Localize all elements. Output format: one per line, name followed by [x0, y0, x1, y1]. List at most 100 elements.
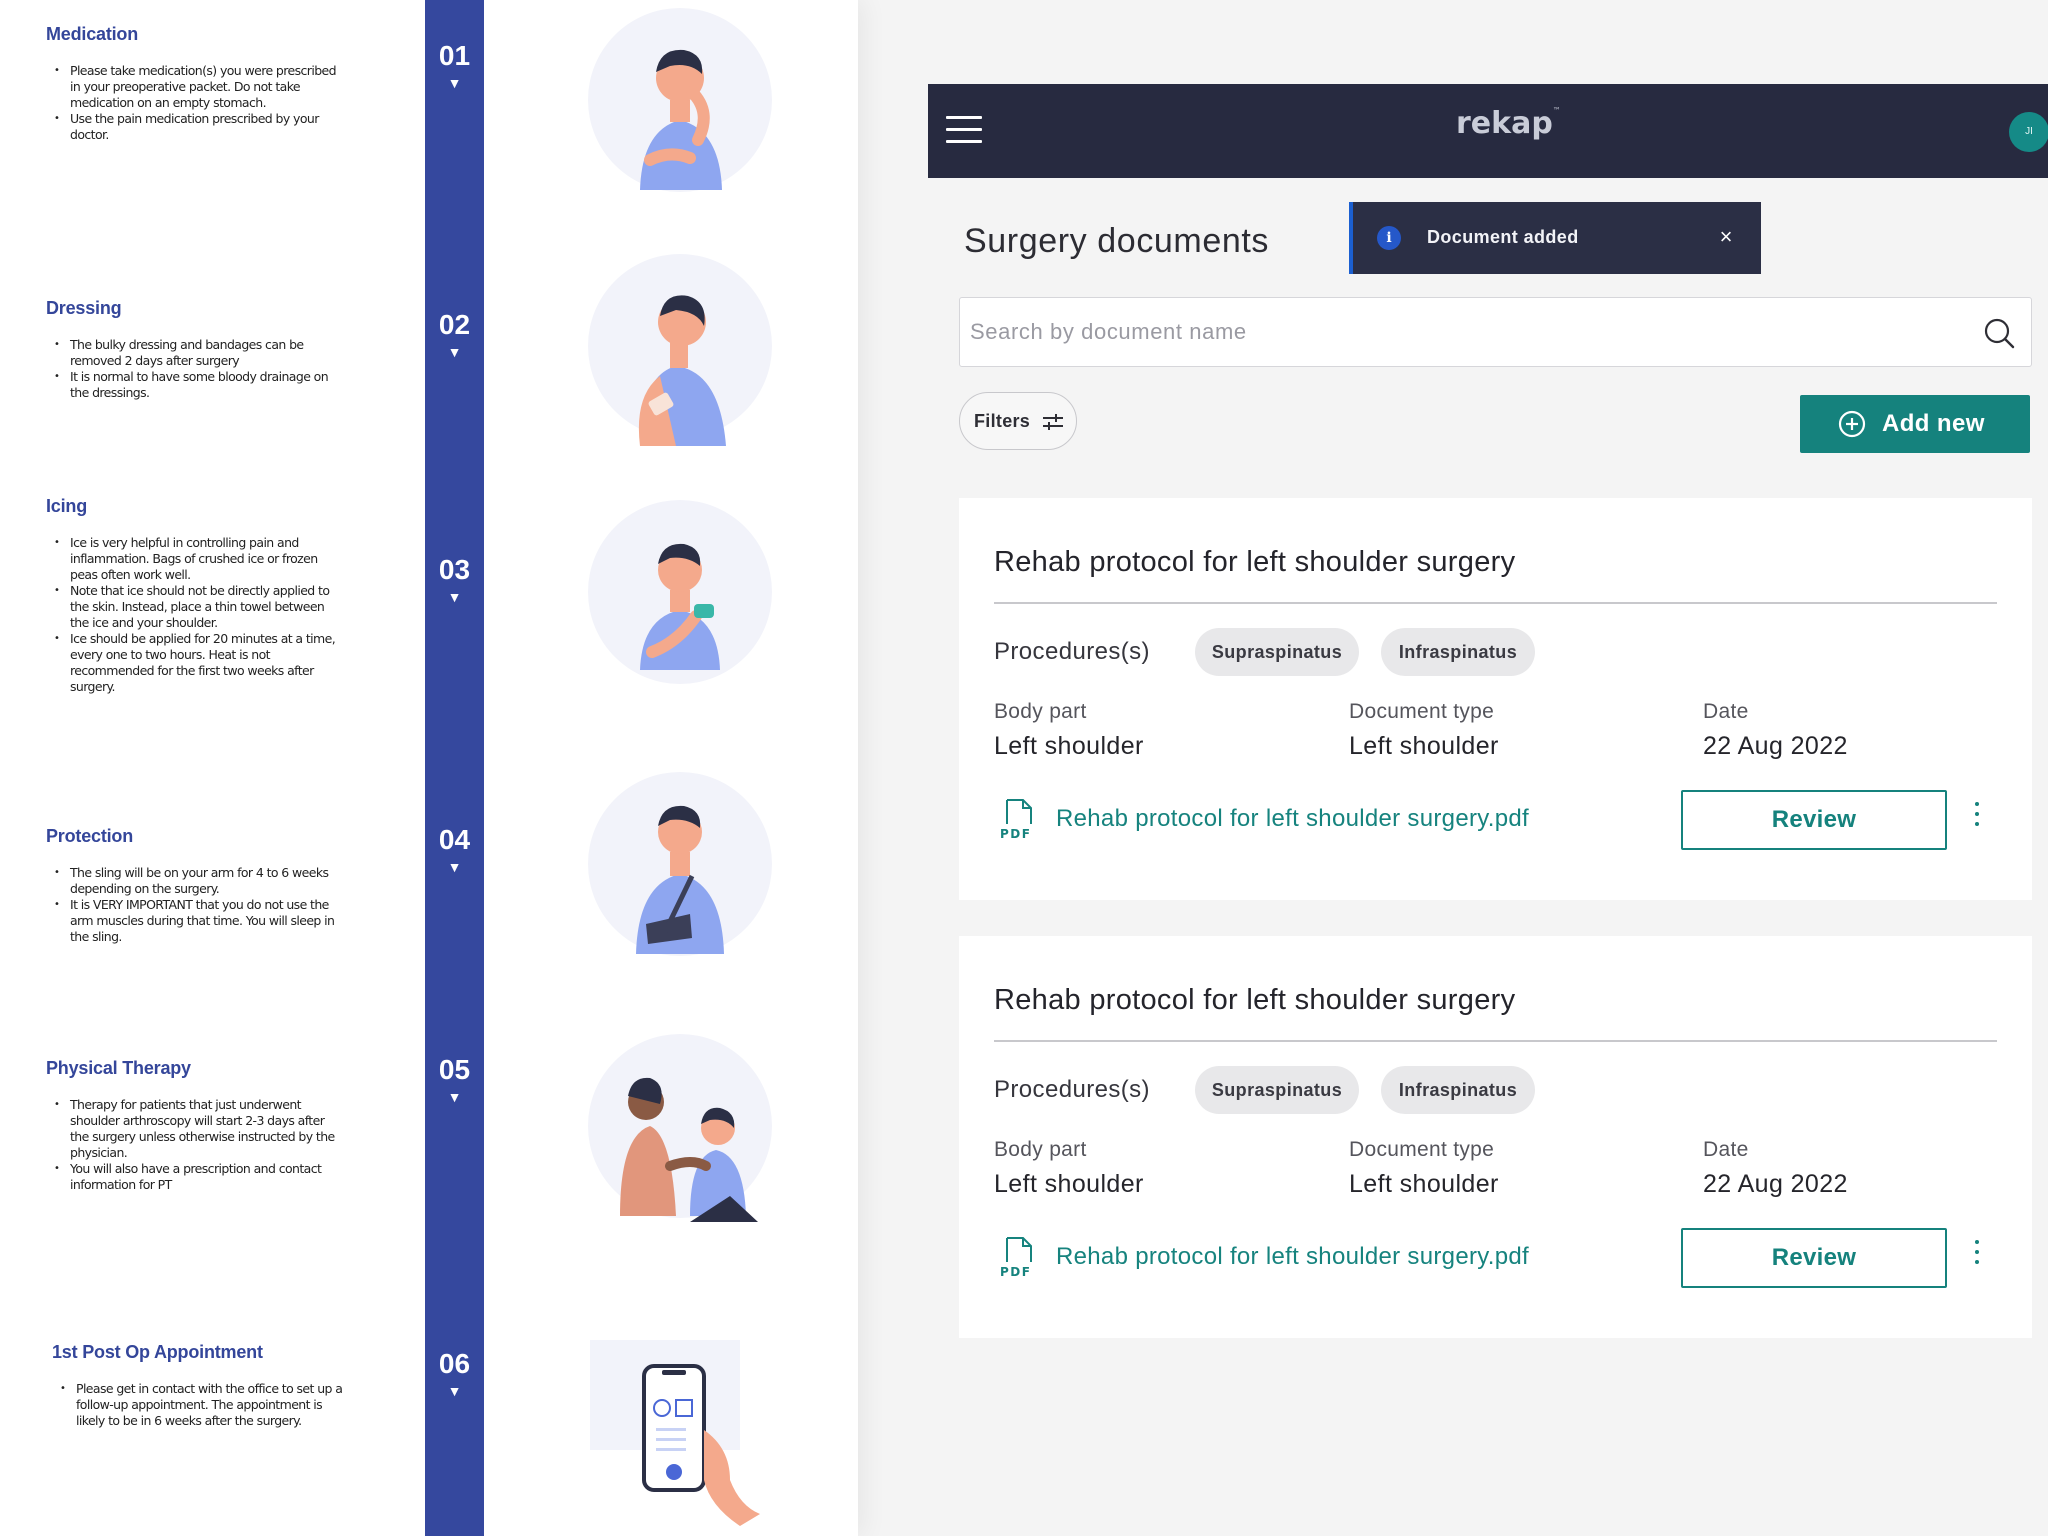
step-title: 1st Post Op Appointment — [52, 1342, 263, 1362]
step-bullet: You will also have a prescription and co… — [46, 1161, 346, 1193]
body-part-label: Body part — [994, 700, 1087, 723]
step-title: Icing — [46, 496, 88, 516]
down-arrow-icon: ▼ — [447, 859, 462, 875]
step-bullet: Use the pain medication prescribed by yo… — [46, 111, 346, 143]
search-box — [959, 297, 2032, 367]
step-title: Physical Therapy — [46, 1058, 191, 1078]
page-title: Surgery documents — [964, 222, 1270, 260]
procedure-chip: Infraspinatus — [1381, 1066, 1535, 1114]
step-number: 05 ▼ — [425, 1054, 484, 1104]
card-divider — [994, 1040, 1997, 1042]
document-added-toast: i Document added × — [1349, 202, 1761, 274]
down-arrow-icon: ▼ — [447, 75, 462, 91]
step-title: Protection — [46, 826, 134, 846]
step-bullets: Ice is very helpful in controlling pain … — [46, 535, 346, 695]
step-number: 03 ▼ — [425, 554, 484, 604]
pdf-file-icon: PDF — [1000, 1237, 1032, 1279]
step-bullet: Note that ice should not be directly app… — [46, 583, 346, 631]
step-dressing: Dressing The bulky dressing and bandages… — [46, 298, 346, 401]
add-new-label: Add new — [1882, 410, 1985, 437]
body-part-label: Body part — [994, 1138, 1087, 1161]
document-title: Rehab protocol for left shoulder surgery — [994, 546, 1516, 578]
review-button[interactable]: Review — [1681, 790, 1947, 850]
search-input[interactable] — [970, 298, 1950, 366]
review-button[interactable]: Review — [1681, 1228, 1947, 1288]
document-card: Rehab protocol for left shoulder surgery… — [959, 498, 2032, 900]
user-avatar[interactable]: JI — [2009, 112, 2048, 152]
date-label: Date — [1703, 1138, 1749, 1161]
document-type-label: Document type — [1349, 700, 1495, 723]
icing-illustration — [580, 492, 780, 692]
more-options-icon[interactable] — [1969, 1240, 1985, 1274]
procedure-chip: Infraspinatus — [1381, 628, 1535, 676]
step-number: 02 ▼ — [425, 309, 484, 359]
down-arrow-icon: ▼ — [447, 344, 462, 360]
step-protection: Protection The sling will be on your arm… — [46, 826, 346, 945]
step-bullet: Ice is very helpful in controlling pain … — [46, 535, 346, 583]
step-bullet: The sling will be on your arm for 4 to 6… — [46, 865, 346, 897]
step-number: 04 ▼ — [425, 824, 484, 874]
procedure-chip: Supraspinatus — [1195, 628, 1359, 676]
step-number-bar — [425, 0, 484, 1536]
down-arrow-icon: ▼ — [447, 1089, 462, 1105]
step-number: 01 ▼ — [425, 40, 484, 90]
filters-button[interactable]: Filters — [959, 392, 1077, 450]
pdf-icon-text: PDF — [1000, 1265, 1031, 1279]
down-arrow-icon: ▼ — [447, 589, 462, 605]
surgery-documents-app: rekap™ JI Surgery documents i Document a… — [928, 84, 2048, 1536]
date-label: Date — [1703, 700, 1749, 723]
body-part-value: Left shoulder — [994, 732, 1144, 760]
more-options-icon[interactable] — [1969, 802, 1985, 836]
step-bullet: The bulky dressing and bandages can be r… — [46, 337, 346, 369]
step-bullets: The bulky dressing and bandages can be r… — [46, 337, 346, 401]
step-title: Medication — [46, 24, 139, 44]
toast-message: Document added — [1427, 227, 1579, 247]
menu-icon-line — [946, 116, 982, 119]
trademark-mark: ™ — [1552, 106, 1561, 115]
pdf-icon-text: PDF — [1000, 827, 1031, 841]
step-number: 06 ▼ — [425, 1348, 484, 1398]
step-medication: Medication Please take medication(s) you… — [46, 24, 346, 143]
add-new-button[interactable]: Add new — [1800, 395, 2030, 453]
card-divider — [994, 602, 1997, 604]
step-post-op-appointment: 1st Post Op Appointment Please get in co… — [52, 1342, 352, 1429]
document-type-value: Left shoulder — [1349, 1170, 1499, 1198]
step-bullet: Therapy for patients that just underwent… — [46, 1097, 346, 1161]
close-toast-button[interactable]: × — [1719, 224, 1733, 249]
protection-illustration — [580, 764, 780, 964]
hamburger-menu-button[interactable] — [946, 116, 984, 146]
document-type-label: Document type — [1349, 1138, 1495, 1161]
step-bullet: It is VERY IMPORTANT that you do not use… — [46, 897, 346, 945]
plus-circle-icon — [1838, 410, 1866, 438]
step-bullets: Therapy for patients that just underwent… — [46, 1097, 346, 1193]
procedures-label: Procedures(s) — [994, 638, 1150, 665]
date-value: 22 Aug 2022 — [1703, 732, 1848, 760]
physical-therapy-illustration — [580, 1026, 780, 1226]
down-arrow-icon: ▼ — [447, 1383, 462, 1399]
step-bullet: It is normal to have some bloody drainag… — [46, 369, 346, 401]
menu-icon-line — [946, 140, 982, 143]
top-navigation-bar: rekap™ JI — [928, 84, 2048, 178]
step-bullet: Ice should be applied for 20 minutes at … — [46, 631, 346, 695]
step-bullets: The sling will be on your arm for 4 to 6… — [46, 865, 346, 945]
document-title: Rehab protocol for left shoulder surgery — [994, 984, 1516, 1016]
step-bullet: Please take medication(s) you were presc… — [46, 63, 346, 111]
pdf-file-icon: PDF — [1000, 799, 1032, 841]
body-part-value: Left shoulder — [994, 1170, 1144, 1198]
sliders-icon — [1043, 414, 1063, 430]
date-value: 22 Aug 2022 — [1703, 1170, 1848, 1198]
post-op-instructions-document: Medication Please take medication(s) you… — [0, 0, 858, 1536]
menu-icon-line — [946, 128, 982, 131]
step-bullet: Please get in contact with the office to… — [52, 1381, 352, 1429]
document-file-link[interactable]: Rehab protocol for left shoulder surgery… — [1056, 805, 1530, 832]
document-card: Rehab protocol for left shoulder surgery… — [959, 936, 2032, 1338]
search-icon[interactable] — [1982, 316, 2016, 350]
step-icing: Icing Ice is very helpful in controlling… — [46, 496, 346, 695]
procedure-chip: Supraspinatus — [1195, 1066, 1359, 1114]
step-bullets: Please take medication(s) you were presc… — [46, 63, 346, 143]
medication-illustration — [580, 0, 780, 200]
step-title: Dressing — [46, 298, 122, 318]
filters-label: Filters — [974, 411, 1031, 431]
document-file-link[interactable]: Rehab protocol for left shoulder surgery… — [1056, 1243, 1530, 1270]
